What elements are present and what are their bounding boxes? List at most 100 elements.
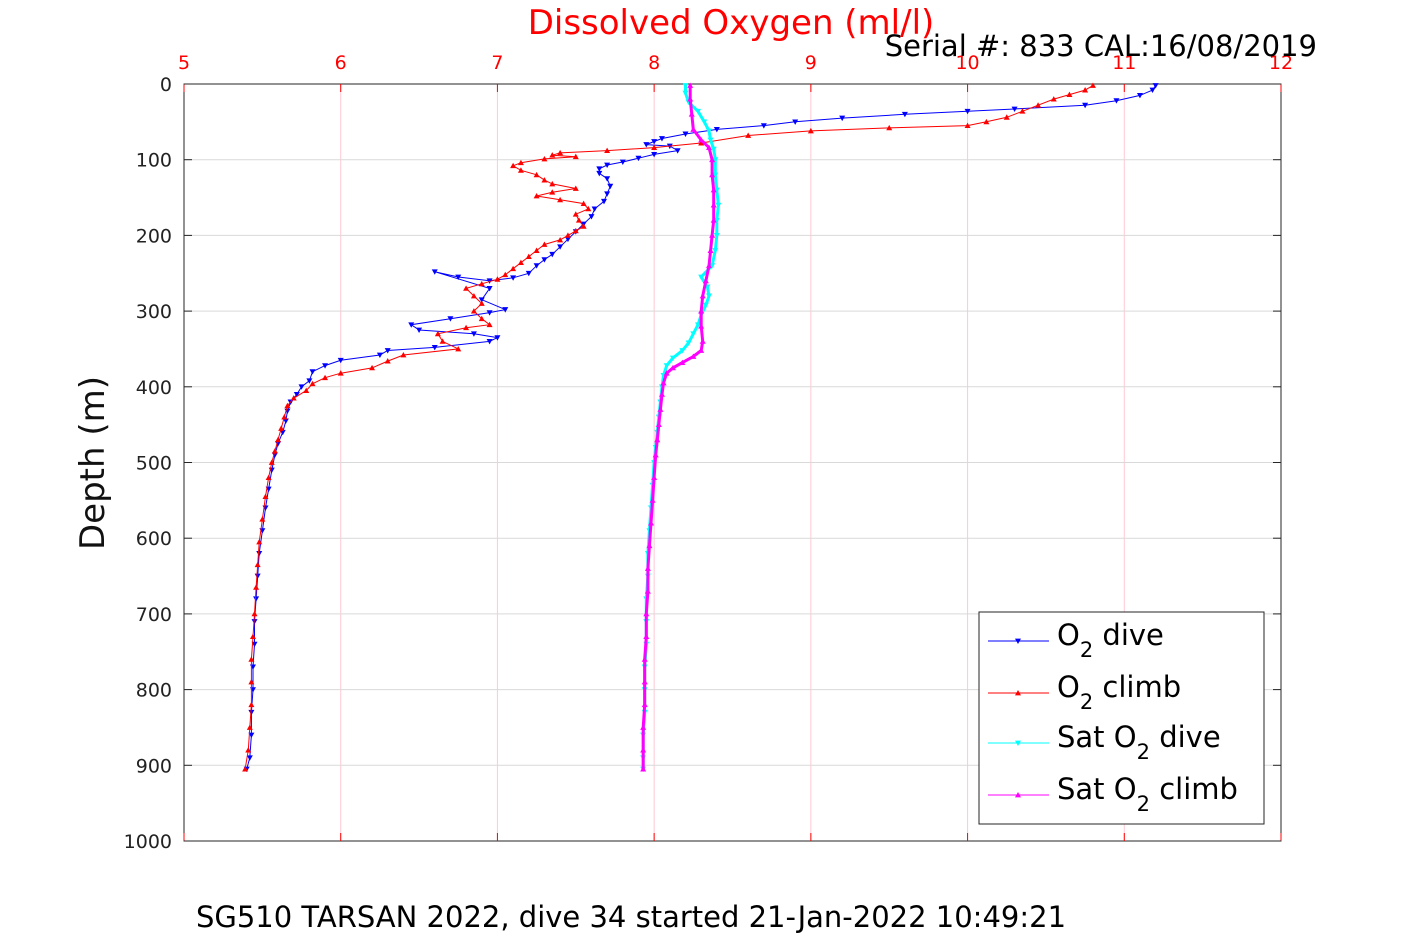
y-tick-label: 200 xyxy=(136,225,172,247)
data-point-o2-climb xyxy=(651,144,658,150)
data-point-o2-climb xyxy=(253,584,260,590)
data-point-o2-climb xyxy=(807,127,814,134)
data-point-o2-climb xyxy=(290,395,297,401)
data-point-o2-climb xyxy=(275,436,282,443)
data-point-sat-o2-climb xyxy=(640,747,647,753)
legend-label-rest: climb xyxy=(1093,670,1181,704)
data-point-sat-o2-climb xyxy=(643,633,650,640)
data-point-sat-o2-climb xyxy=(709,156,716,163)
data-point-sat-o2-climb xyxy=(641,701,648,708)
data-point-o2-dive xyxy=(248,709,255,716)
x-axis-ticks: 5 6 7 8 9 10 11 12 xyxy=(178,52,1293,841)
data-point-sat-o2-climb xyxy=(710,202,717,208)
data-point-o2-climb xyxy=(745,132,752,138)
data-point-sat-o2-dive xyxy=(709,263,716,269)
data-point-sat-o2-climb xyxy=(710,217,717,223)
data-point-sat-o2-dive xyxy=(701,119,708,125)
data-point-o2-dive xyxy=(293,391,300,398)
data-point-sat-o2-dive xyxy=(713,217,720,224)
legend-marker-o2-climb xyxy=(1015,690,1021,696)
legend-label-main: O xyxy=(1057,618,1080,652)
data-point-o2-dive xyxy=(298,384,305,390)
data-point-o2-dive xyxy=(447,316,454,322)
y-tick-label: 100 xyxy=(136,150,172,172)
data-point-o2-climb xyxy=(455,345,462,352)
data-point-o2-climb xyxy=(322,374,329,381)
data-point-sat-o2-climb xyxy=(698,323,705,329)
data-point-o2-climb xyxy=(284,402,291,409)
data-point-sat-o2-dive xyxy=(669,355,676,362)
data-point-o2-climb xyxy=(502,271,509,278)
data-point-o2-climb xyxy=(1089,82,1096,88)
data-point-o2-dive xyxy=(494,335,501,341)
data-point-o2-dive xyxy=(275,441,282,447)
data-point-o2-dive xyxy=(486,338,493,345)
data-point-o2-climb xyxy=(254,561,261,568)
data-point-o2-dive xyxy=(254,573,261,580)
data-point-o2-climb xyxy=(549,180,556,187)
data-point-o2-dive xyxy=(279,429,286,436)
data-point-o2-dive xyxy=(455,274,462,281)
data-point-o2-dive xyxy=(651,139,658,145)
x-tick-label: 10 xyxy=(955,52,979,74)
data-point-sat-o2-climb xyxy=(705,262,712,269)
data-point-o2-climb xyxy=(248,701,255,708)
data-point-sat-o2-climb xyxy=(687,96,694,102)
legend-label-subscript: 2 xyxy=(1080,690,1093,714)
data-point-sat-o2-climb xyxy=(641,679,648,685)
data-point-sat-o2-dive xyxy=(715,202,722,209)
legend-label-sat-o2-dive: Sat O2 dive xyxy=(1057,720,1221,764)
data-point-sat-o2-climb xyxy=(698,308,705,314)
data-point-o2-climb xyxy=(575,217,582,223)
x-tick-label: 6 xyxy=(335,52,347,74)
data-point-o2-dive xyxy=(256,550,263,557)
data-point-o2-dive xyxy=(376,352,383,359)
data-point-o2-climb xyxy=(557,149,564,156)
data-point-o2-climb xyxy=(557,236,564,243)
data-point-sat-o2-climb xyxy=(652,451,659,458)
data-point-o2-dive xyxy=(1082,102,1089,109)
data-point-o2-climb xyxy=(964,122,971,129)
data-point-o2-dive xyxy=(1149,87,1156,94)
data-point-o2-climb xyxy=(494,276,501,282)
data-point-sat-o2-dive xyxy=(713,233,720,239)
legend-label-rest: dive xyxy=(1093,618,1164,652)
data-point-o2-dive xyxy=(470,331,477,337)
data-point-o2-climb xyxy=(533,247,540,253)
data-point-o2-climb xyxy=(384,358,391,364)
data-point-sat-o2-climb xyxy=(698,347,705,353)
data-point-sat-o2-dive xyxy=(695,108,702,115)
data-point-o2-climb xyxy=(369,364,376,371)
data-point-o2-dive xyxy=(384,348,391,354)
legend-label-main: Sat O xyxy=(1057,720,1137,754)
data-point-o2-dive xyxy=(682,131,689,137)
data-point-sat-o2-dive xyxy=(705,293,712,299)
data-point-sat-o2-climb xyxy=(702,277,709,284)
data-point-o2-dive xyxy=(1113,98,1120,104)
data-point-o2-climb xyxy=(439,338,446,344)
data-point-o2-climb xyxy=(541,241,548,247)
data-point-o2-dive xyxy=(1152,83,1159,89)
y-tick-label: 800 xyxy=(136,680,172,702)
x-tick-label: 9 xyxy=(805,52,817,74)
data-point-o2-climb xyxy=(303,387,310,393)
data-point-o2-dive xyxy=(600,198,607,205)
legend-label-main: O xyxy=(1057,670,1080,704)
data-point-o2-climb xyxy=(248,656,255,662)
data-point-o2-climb xyxy=(470,292,477,299)
data-point-o2-dive xyxy=(246,755,253,761)
data-point-o2-dive xyxy=(1011,106,1018,112)
x-tick-label: 11 xyxy=(1112,52,1136,74)
data-point-o2-climb xyxy=(572,227,579,234)
data-point-sat-o2-dive xyxy=(710,146,717,153)
data-point-sat-o2-climb xyxy=(709,171,716,178)
data-point-o2-climb xyxy=(549,152,556,158)
data-point-o2-climb xyxy=(463,324,470,331)
data-point-o2-climb xyxy=(478,315,485,322)
data-point-sat-o2-dive xyxy=(695,322,702,328)
data-point-sat-o2-dive xyxy=(702,302,709,309)
data-point-o2-climb xyxy=(525,253,532,259)
data-point-o2-dive xyxy=(604,191,611,197)
data-point-o2-climb xyxy=(517,159,524,166)
legend-marker-sat-o2-dive xyxy=(1015,740,1021,746)
